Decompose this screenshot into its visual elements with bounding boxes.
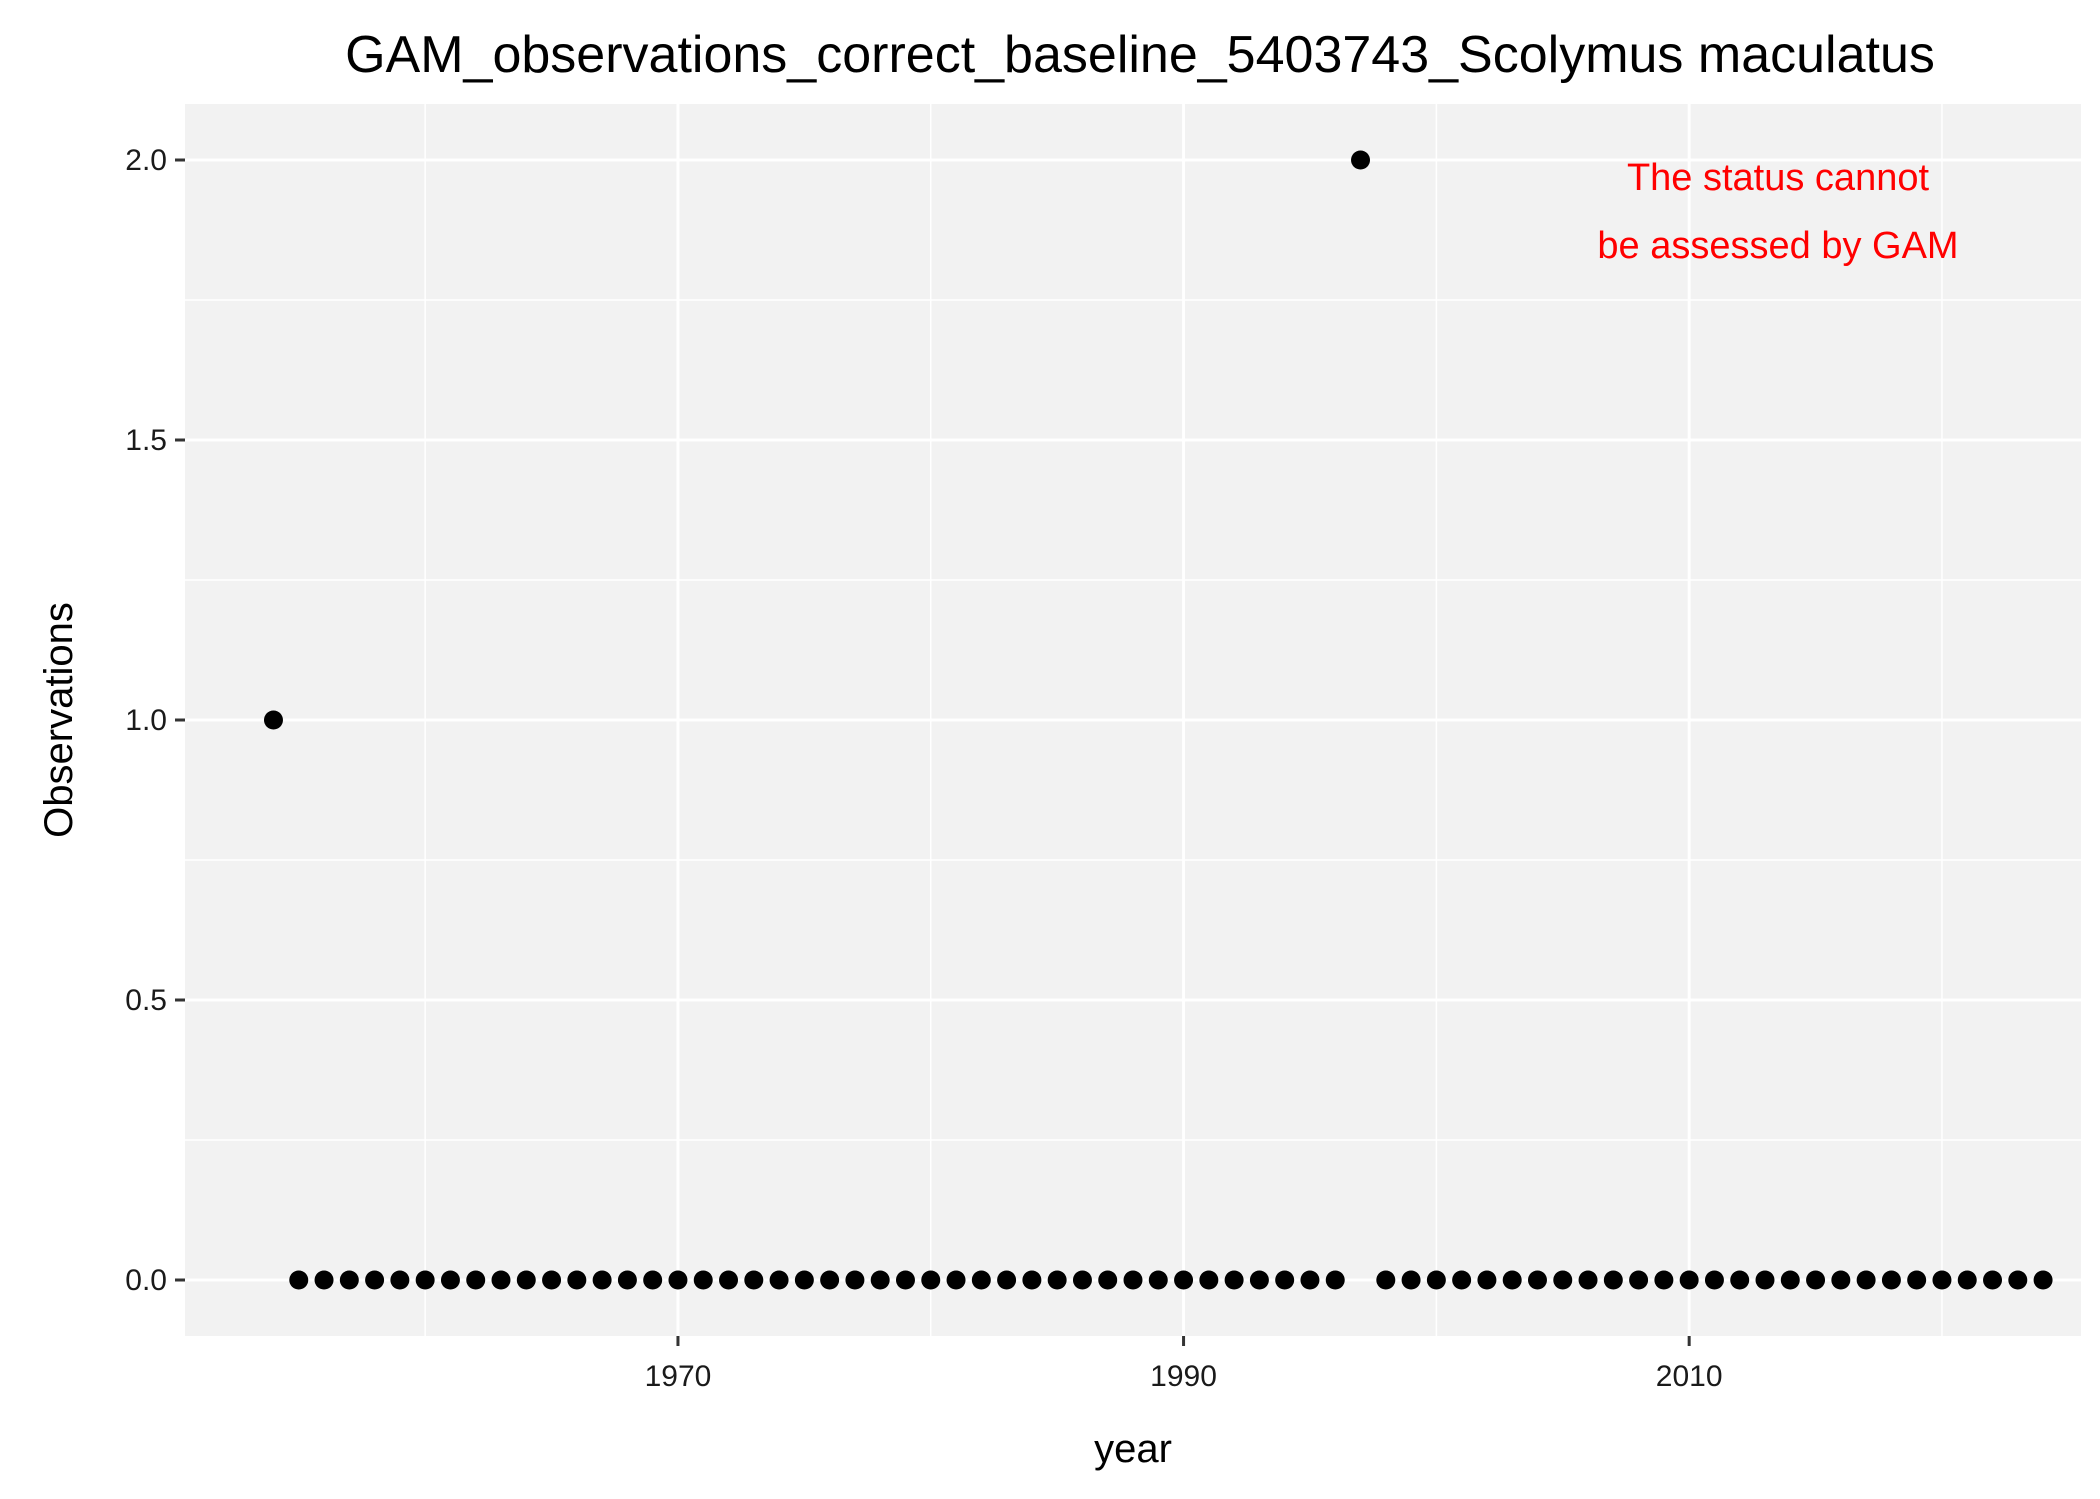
data-point (1881, 1270, 1901, 1290)
y-axis: 0.0 0.5 1.0 1.5 2.0 (125, 144, 185, 1297)
y-axis-title: Observations (37, 602, 81, 838)
chart-title: GAM_observations_correct_baseline_540374… (345, 26, 1935, 84)
data-point (289, 1270, 309, 1290)
data-point (668, 1270, 688, 1290)
data-point (794, 1270, 814, 1290)
data-point (845, 1270, 865, 1290)
data-point (314, 1270, 334, 1290)
data-point (744, 1270, 764, 1290)
x-tick-label: 1970 (645, 1360, 712, 1393)
data-point (1755, 1270, 1775, 1290)
data-point (1907, 1270, 1927, 1290)
data-point (1300, 1270, 1320, 1290)
data-point (1527, 1270, 1547, 1290)
data-points (263, 150, 2053, 1290)
data-point (1351, 150, 1371, 170)
data-point (1654, 1270, 1674, 1290)
data-point (567, 1270, 587, 1290)
data-point (1325, 1270, 1345, 1290)
data-point (390, 1270, 410, 1290)
data-point (1199, 1270, 1219, 1290)
data-point (1932, 1270, 1952, 1290)
data-point (1376, 1270, 1396, 1290)
data-point (1957, 1270, 1977, 1290)
data-point (440, 1270, 460, 1290)
data-point (491, 1270, 511, 1290)
data-point (921, 1270, 941, 1290)
data-point (1477, 1270, 1497, 1290)
y-tick-label: 1.5 (125, 424, 167, 457)
data-point (997, 1270, 1017, 1290)
data-point (971, 1270, 991, 1290)
data-point (946, 1270, 966, 1290)
data-point (870, 1270, 890, 1290)
data-point (1780, 1270, 1800, 1290)
data-point (1578, 1270, 1598, 1290)
data-point (1730, 1270, 1750, 1290)
data-point (1275, 1270, 1295, 1290)
data-point (1123, 1270, 1143, 1290)
y-tick-label: 0.0 (125, 1264, 167, 1297)
data-point (1098, 1270, 1118, 1290)
data-point (1983, 1270, 2003, 1290)
data-point (719, 1270, 739, 1290)
data-point (1831, 1270, 1851, 1290)
data-point (1603, 1270, 1623, 1290)
data-point (1148, 1270, 1168, 1290)
data-point (263, 710, 283, 730)
data-point (2008, 1270, 2028, 1290)
y-tick-label: 1.0 (125, 704, 167, 737)
data-point (2033, 1270, 2053, 1290)
data-point (1224, 1270, 1244, 1290)
data-point (516, 1270, 536, 1290)
data-point (1249, 1270, 1269, 1290)
data-point (542, 1270, 562, 1290)
data-point (1426, 1270, 1446, 1290)
data-point (1679, 1270, 1699, 1290)
annotation-line-1: The status cannot (1627, 157, 1930, 199)
data-point (820, 1270, 840, 1290)
data-point (1452, 1270, 1472, 1290)
y-tick-label: 0.5 (125, 984, 167, 1017)
data-point (693, 1270, 713, 1290)
data-point (1401, 1270, 1421, 1290)
data-point (339, 1270, 359, 1290)
x-axis-title: year (1094, 1427, 1172, 1471)
data-point (1022, 1270, 1042, 1290)
data-point (1553, 1270, 1573, 1290)
data-point (1502, 1270, 1522, 1290)
x-tick-label: 2010 (1656, 1360, 1723, 1393)
annotation-line-2: be assessed by GAM (1597, 225, 1958, 267)
data-point (592, 1270, 612, 1290)
data-point (415, 1270, 435, 1290)
data-point (1174, 1270, 1194, 1290)
status-annotation: The status cannot be assessed by GAM (1597, 157, 1958, 267)
y-tick-label: 2.0 (125, 144, 167, 177)
data-point (643, 1270, 663, 1290)
data-point (1856, 1270, 1876, 1290)
data-point (1806, 1270, 1826, 1290)
data-point (769, 1270, 789, 1290)
data-point (617, 1270, 637, 1290)
data-point (466, 1270, 486, 1290)
x-tick-label: 1990 (1150, 1360, 1217, 1393)
data-point (1047, 1270, 1067, 1290)
data-point (365, 1270, 385, 1290)
data-point (1072, 1270, 1092, 1290)
data-point (1629, 1270, 1649, 1290)
data-point (895, 1270, 915, 1290)
data-point (1704, 1270, 1724, 1290)
x-axis: 1970 1990 2010 (645, 1336, 1723, 1393)
